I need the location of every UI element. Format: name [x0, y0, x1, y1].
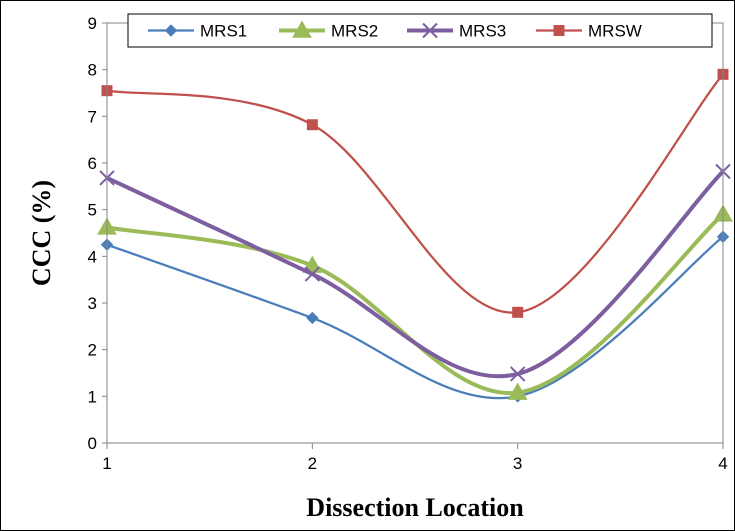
data-point [509, 366, 526, 382]
series-line [106, 169, 725, 379]
x-tick-label: 3 [513, 454, 522, 473]
marker-stroke [509, 366, 526, 382]
legend-entry: MRS1 [148, 22, 247, 41]
legend-marker [292, 20, 312, 38]
legend-entry: MRS2 [279, 20, 378, 41]
y-tick-label: 4 [88, 247, 97, 266]
marker-stroke [304, 266, 321, 282]
legend-marker [422, 22, 438, 39]
data-point [304, 266, 321, 282]
data-point [507, 382, 528, 400]
y-tick-label: 1 [88, 387, 97, 406]
y-tick-label: 8 [88, 61, 97, 80]
y-tick-label: 0 [88, 434, 97, 453]
y-tick-label: 9 [88, 14, 97, 33]
y-tick-label: 6 [88, 154, 97, 173]
x-tick-label: 4 [718, 454, 727, 473]
y-tick-label: 5 [88, 201, 97, 220]
y-tick-label: 3 [88, 294, 97, 313]
plot-area [97, 68, 733, 403]
legend-label: MRS3 [459, 22, 506, 41]
marker-stroke [422, 22, 438, 39]
data-point [306, 311, 319, 325]
legend-label: MRSW [588, 22, 642, 41]
x-tick-label: 1 [102, 454, 111, 473]
y-axis-title: CCC (%) [27, 180, 56, 286]
x-tick-label: 2 [308, 454, 317, 473]
legend: MRS1 MRS2 MRS3 MRSW [127, 13, 713, 48]
series-line [106, 235, 724, 400]
series-line [106, 73, 724, 314]
legend-label: MRS2 [331, 22, 378, 41]
legend-label: MRS1 [200, 22, 247, 41]
y-tick-label: 7 [88, 107, 97, 126]
legend-entry: MRS3 [407, 22, 506, 41]
legend-entry: MRSW [536, 22, 642, 41]
x-axis-title: Dissection Location [306, 493, 524, 522]
legend-marker [164, 24, 178, 37]
data-point [512, 306, 524, 318]
data-point [306, 119, 318, 131]
legend-marker [553, 25, 565, 36]
y-tick-label: 2 [88, 341, 97, 360]
